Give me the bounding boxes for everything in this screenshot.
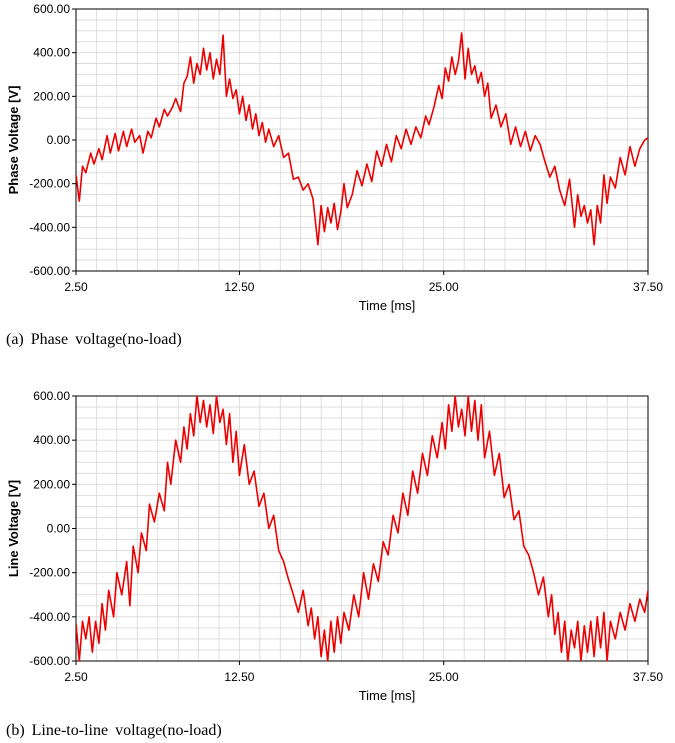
y-tick-label: 600.00: [33, 389, 70, 403]
x-tick-label: 2.50: [64, 280, 88, 294]
y-tick-label: 200.00: [33, 477, 70, 491]
x-axis-label: Time [ms]: [359, 688, 416, 703]
y-axis-label: Line Voltage [V]: [6, 480, 21, 577]
y-tick-label: 600.00: [33, 2, 70, 16]
x-tick-label: 25.00: [429, 670, 459, 684]
caption-phase-voltage: (a) Phase voltage(no-load): [6, 331, 182, 348]
x-tick-label: 12.50: [224, 670, 254, 684]
y-tick-label: -400.00: [29, 220, 70, 234]
y-tick-label: -200.00: [29, 177, 70, 191]
series-line: [76, 32, 648, 246]
y-tick-label: -400.00: [29, 610, 70, 624]
chart-phase-voltage: 600.00 400.00 200.00 0.00 -200.00 -400.00 -600…: [6, 2, 663, 313]
caption-line-voltage: (b) Line-to-line voltage(no-load): [6, 722, 222, 739]
x-tick-label: 2.50: [64, 670, 88, 684]
y-tick-label: 400.00: [33, 46, 70, 60]
chart-line-voltage: 600.00 400.00 200.00 0.00 -200.00 -400.00 -600…: [6, 389, 663, 703]
y-tick-label: 0.00: [47, 133, 71, 147]
y-tick-label: 400.00: [33, 433, 70, 447]
x-tick-label: 37.50: [633, 670, 663, 684]
series-line: [76, 395, 648, 662]
y-tick-label: -200.00: [29, 566, 70, 580]
x-tick-label: 37.50: [633, 280, 663, 294]
y-tick-label: 200.00: [33, 89, 70, 103]
y-tick-label: -600.00: [29, 264, 70, 278]
x-axis-label: Time [ms]: [359, 298, 416, 313]
y-axis-label: Phase Voltage [V]: [6, 86, 21, 195]
x-tick-label: 12.50: [224, 280, 254, 294]
y-tick-label: 0.00: [47, 522, 71, 536]
x-tick-label: 25.00: [429, 280, 459, 294]
y-tick-label: -600.00: [29, 654, 70, 668]
